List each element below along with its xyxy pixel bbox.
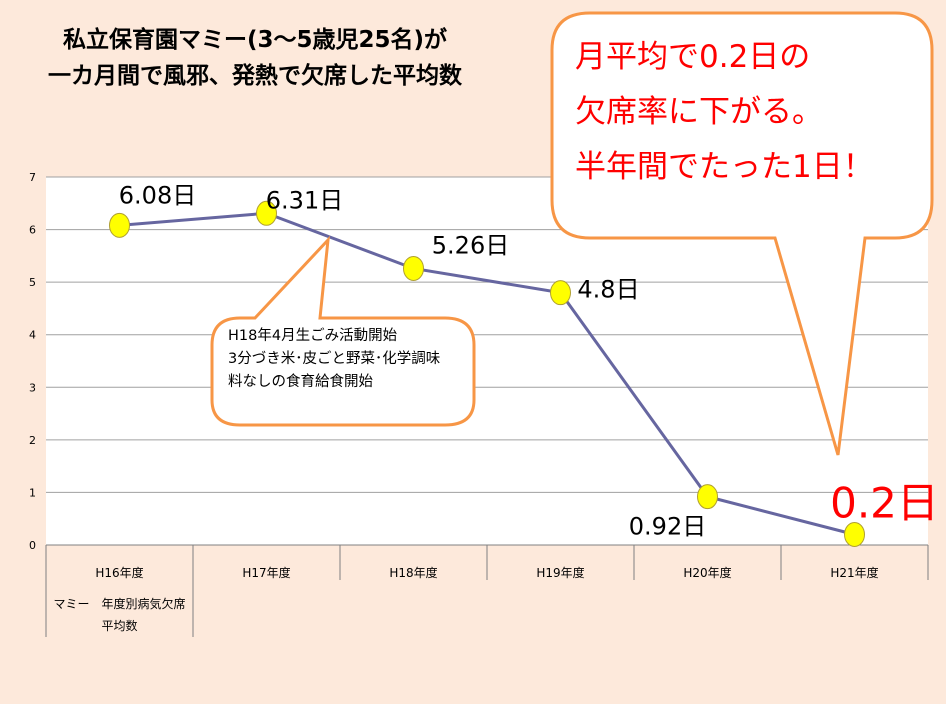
y-tick-label: 2: [29, 434, 36, 447]
data-point: [844, 521, 865, 547]
main-callout-text: 月平均で0.2日の 欠席率に下がる。 半年間でたった1日！: [575, 30, 874, 195]
note-callout-bubble: [210, 235, 476, 427]
x-tick-label: H17年度: [242, 565, 290, 580]
main-callout-bubble: [550, 11, 934, 456]
x-tick-label: H16年度: [95, 565, 143, 580]
x-tick-label: H19年度: [536, 565, 584, 580]
chart-title: 私立保育園マミー(3～5歳児25名)が 一カ月間で風邪、発熱で欠席した平均数: [20, 22, 490, 94]
note-callout-text: H18年4月生ごみ活動開始 3分づき米･皮ごと野菜･化学調味 料なしの食育給食開…: [228, 325, 440, 394]
data-point: [403, 255, 424, 281]
y-tick-label: 0: [29, 539, 36, 552]
title-line-1: 私立保育園マミー(3～5歳児25名)が: [62, 27, 448, 53]
data-label: 6.08日: [119, 181, 196, 209]
data-label: 6.31日: [266, 186, 343, 214]
data-label: 0.2日: [830, 478, 939, 527]
y-tick-label: 1: [29, 486, 36, 499]
y-tick-label: 7: [29, 171, 36, 184]
data-point: [550, 280, 571, 306]
data-label: 0.92日: [629, 513, 706, 541]
y-tick-label: 5: [29, 276, 36, 289]
callout-line-3: 半年間でたった1日！: [575, 149, 874, 185]
note-line-3: 料なしの食育給食開始: [228, 374, 373, 390]
y-tick-label: 6: [29, 224, 36, 237]
data-point: [109, 212, 130, 238]
series-line: [119, 211, 855, 536]
x-tick-label: H20年度: [683, 565, 731, 580]
y-tick-label: 4: [29, 329, 36, 342]
legend-label: マミー 年度別病気欠席: [53, 596, 185, 611]
title-line-2: 一カ月間で風邪、発熱で欠席した平均数: [48, 63, 462, 89]
note-line-2: 3分づき米･皮ごと野菜･化学調味: [228, 351, 441, 367]
y-tick-label: 3: [29, 381, 36, 394]
note-line-1: H18年4月生ごみ活動開始: [228, 328, 398, 344]
data-label: 4.8日: [577, 276, 639, 304]
legend-label: 平均数: [101, 618, 137, 633]
data-point: [697, 484, 718, 510]
callout-line-2: 欠席率に下がる。: [575, 94, 823, 130]
callout-line-1: 月平均で0.2日の: [575, 39, 811, 75]
x-tick-label: H18年度: [389, 565, 437, 580]
data-label: 5.26日: [432, 231, 509, 259]
data-point: [256, 200, 277, 226]
x-tick-label: H21年度: [830, 565, 878, 580]
